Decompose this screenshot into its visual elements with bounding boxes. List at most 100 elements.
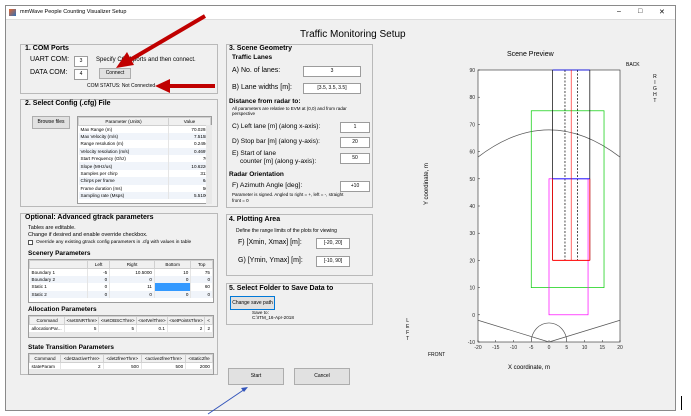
plotting-hint: Define the range limits of the plots for…: [236, 228, 337, 234]
config-value[interactable]: 50: [168, 184, 211, 193]
scenery-cell[interactable]: 10.5000: [109, 268, 155, 276]
minimize-button[interactable]: –: [617, 8, 621, 15]
config-value[interactable]: 70.0292: [168, 125, 211, 133]
config-param: Chirps per frame: [78, 177, 169, 185]
connect-button[interactable]: Connect: [99, 68, 131, 79]
preview-title: Scene Preview: [507, 51, 554, 58]
config-scrollbar[interactable]: [206, 125, 212, 204]
x-tick-label: -20: [474, 345, 481, 351]
config-value[interactable]: 64: [168, 177, 211, 185]
scenery-cell: Boundary 1: [29, 268, 89, 276]
y-tick-label: 10: [469, 286, 475, 292]
x-range-label: F) [Xmin, Xmax] [m]:: [238, 239, 302, 246]
scenery-cell[interactable]: 0: [109, 290, 155, 299]
x-tick-label: 10: [582, 345, 588, 351]
window-title: mmWave People Counting Visualizer Setup: [20, 9, 127, 15]
browse-files-button[interactable]: Browse files: [32, 116, 70, 129]
alloc-scrollbar[interactable]: [29, 332, 213, 337]
state-cell[interactable]: 2: [60, 362, 104, 370]
scenery-cell[interactable]: 0: [154, 290, 192, 299]
y-tick-label: 80: [469, 95, 475, 101]
x-range-field[interactable]: [-20, 20]: [316, 238, 350, 249]
left-lane-field[interactable]: 1: [340, 122, 370, 133]
scenery-cell[interactable]: 0: [190, 275, 213, 284]
scene-preview-plot: -20 -15 -10 -5 0 5 10 15 20 90 80 70 60 50 40 30 20 10 0 -1…: [468, 68, 623, 351]
y-tick-label: 20: [469, 258, 475, 264]
config-value[interactable]: 0.4697: [168, 147, 211, 156]
state-header: <det2freeThre>: [102, 354, 142, 363]
scenery-cell[interactable]: 0: [154, 275, 192, 284]
alloc-header: <: [204, 316, 213, 325]
data-com-field[interactable]: 4: [74, 69, 88, 80]
scenery-cell[interactable]: -5: [87, 268, 111, 276]
distance-note1: All parameters are relative to EVM at (0…: [232, 106, 347, 111]
y-tick-label: 70: [469, 122, 475, 128]
config-value[interactable]: 312: [168, 169, 211, 178]
scenery-cell: Boundary 2: [29, 275, 89, 284]
alloc-row: allocationPar... 5 5 0.1 2 2: [29, 324, 213, 332]
config-value[interactable]: 10.6220: [168, 162, 211, 170]
state-scrollbar[interactable]: [29, 369, 213, 374]
alloc-table: Command <setSNRThre> <setOBSCThre> <setVelT…: [28, 315, 214, 338]
scenery-cell[interactable]: 0: [87, 283, 111, 291]
y-range-label: G) [Ymin, Ymax] [m]:: [238, 257, 303, 264]
close-button[interactable]: ✕: [659, 9, 665, 16]
y-range-field[interactable]: [-10, 90]: [316, 256, 350, 267]
scenery-cell: Static 1: [29, 283, 89, 291]
scenery-cell[interactable]: 10: [154, 268, 192, 276]
config-row: Sampling rate (Msps) 5.5100: [78, 192, 211, 200]
state-cell[interactable]: 500: [103, 362, 142, 370]
config-value[interactable]: 5.5100: [168, 192, 211, 200]
uart-com-field[interactable]: 3: [74, 56, 88, 67]
scenery-cell[interactable]: 0: [190, 290, 213, 299]
config-value[interactable]: 0.2494: [168, 140, 211, 148]
lane-widths-field[interactable]: [3.5, 3.5, 3.5]: [303, 83, 361, 94]
config-row: Chirps per frame64: [78, 177, 211, 185]
lanes-count-field[interactable]: 3: [303, 66, 361, 77]
config-row: Max Range (m) 70.0292: [78, 125, 211, 133]
config-value[interactable]: 76: [168, 155, 211, 163]
config-param: Frame duration (ms): [78, 184, 169, 193]
y-tick-label: 40: [469, 204, 475, 210]
config-header-value: Value: [168, 117, 211, 126]
config-param: Max Range (m): [78, 125, 169, 133]
azimuth-label: F) Azimuth Angle [deg]:: [232, 182, 303, 189]
preview-back-label: BACK: [626, 62, 640, 68]
alloc-cell[interactable]: 5: [98, 324, 138, 332]
lane-counter-field[interactable]: 50: [340, 153, 370, 164]
alloc-header: <setPointsThre>: [166, 316, 206, 325]
config-param: Range resolution (m): [78, 140, 169, 148]
state-cell[interactable]: 500: [141, 362, 187, 370]
alloc-header: <setVelThre>: [136, 316, 168, 325]
x-tick-label: -5: [529, 345, 534, 351]
config-param: Max Velocity (m/s): [78, 132, 169, 141]
config-value[interactable]: 7.5158: [168, 132, 211, 141]
scenery-cell[interactable]: 0: [109, 275, 155, 284]
alloc-cell[interactable]: 5: [64, 324, 100, 332]
state-cell[interactable]: 2000: [185, 362, 213, 370]
stop-bar-field[interactable]: 20: [340, 137, 370, 148]
scenery-cell[interactable]: 11: [109, 283, 155, 291]
start-button[interactable]: Start: [228, 368, 284, 385]
x-tick-label: 20: [617, 345, 623, 351]
scenery-cell[interactable]: 60: [190, 283, 213, 291]
alloc-cell[interactable]: 0.1: [136, 324, 168, 332]
config-table: Parameter (Units) Value Max Range (m) 70.0…: [77, 116, 212, 204]
scenery-cell[interactable]: 0: [87, 290, 111, 299]
scenery-cell[interactable]: [154, 283, 192, 291]
x-tick-label: -15: [492, 345, 499, 351]
maximize-button[interactable]: □: [638, 8, 643, 15]
scenery-cell[interactable]: 75: [190, 268, 213, 276]
matlab-icon: [9, 9, 16, 16]
change-save-path-button[interactable]: Change save path: [230, 296, 275, 310]
alloc-cell[interactable]: 2: [204, 324, 213, 332]
config-param: Samples per chirp: [78, 169, 169, 178]
scenery-cell[interactable]: 0: [87, 275, 111, 284]
x-tick-label: 5: [565, 345, 568, 351]
config-param: Velocity resolution (m/s): [78, 147, 169, 156]
cancel-button[interactable]: Cancel: [294, 368, 350, 385]
azimuth-field[interactable]: +10: [340, 181, 370, 192]
scenery-header: Right: [109, 260, 155, 269]
override-checkbox[interactable]: [28, 240, 33, 245]
alloc-cell[interactable]: 2: [167, 324, 206, 332]
